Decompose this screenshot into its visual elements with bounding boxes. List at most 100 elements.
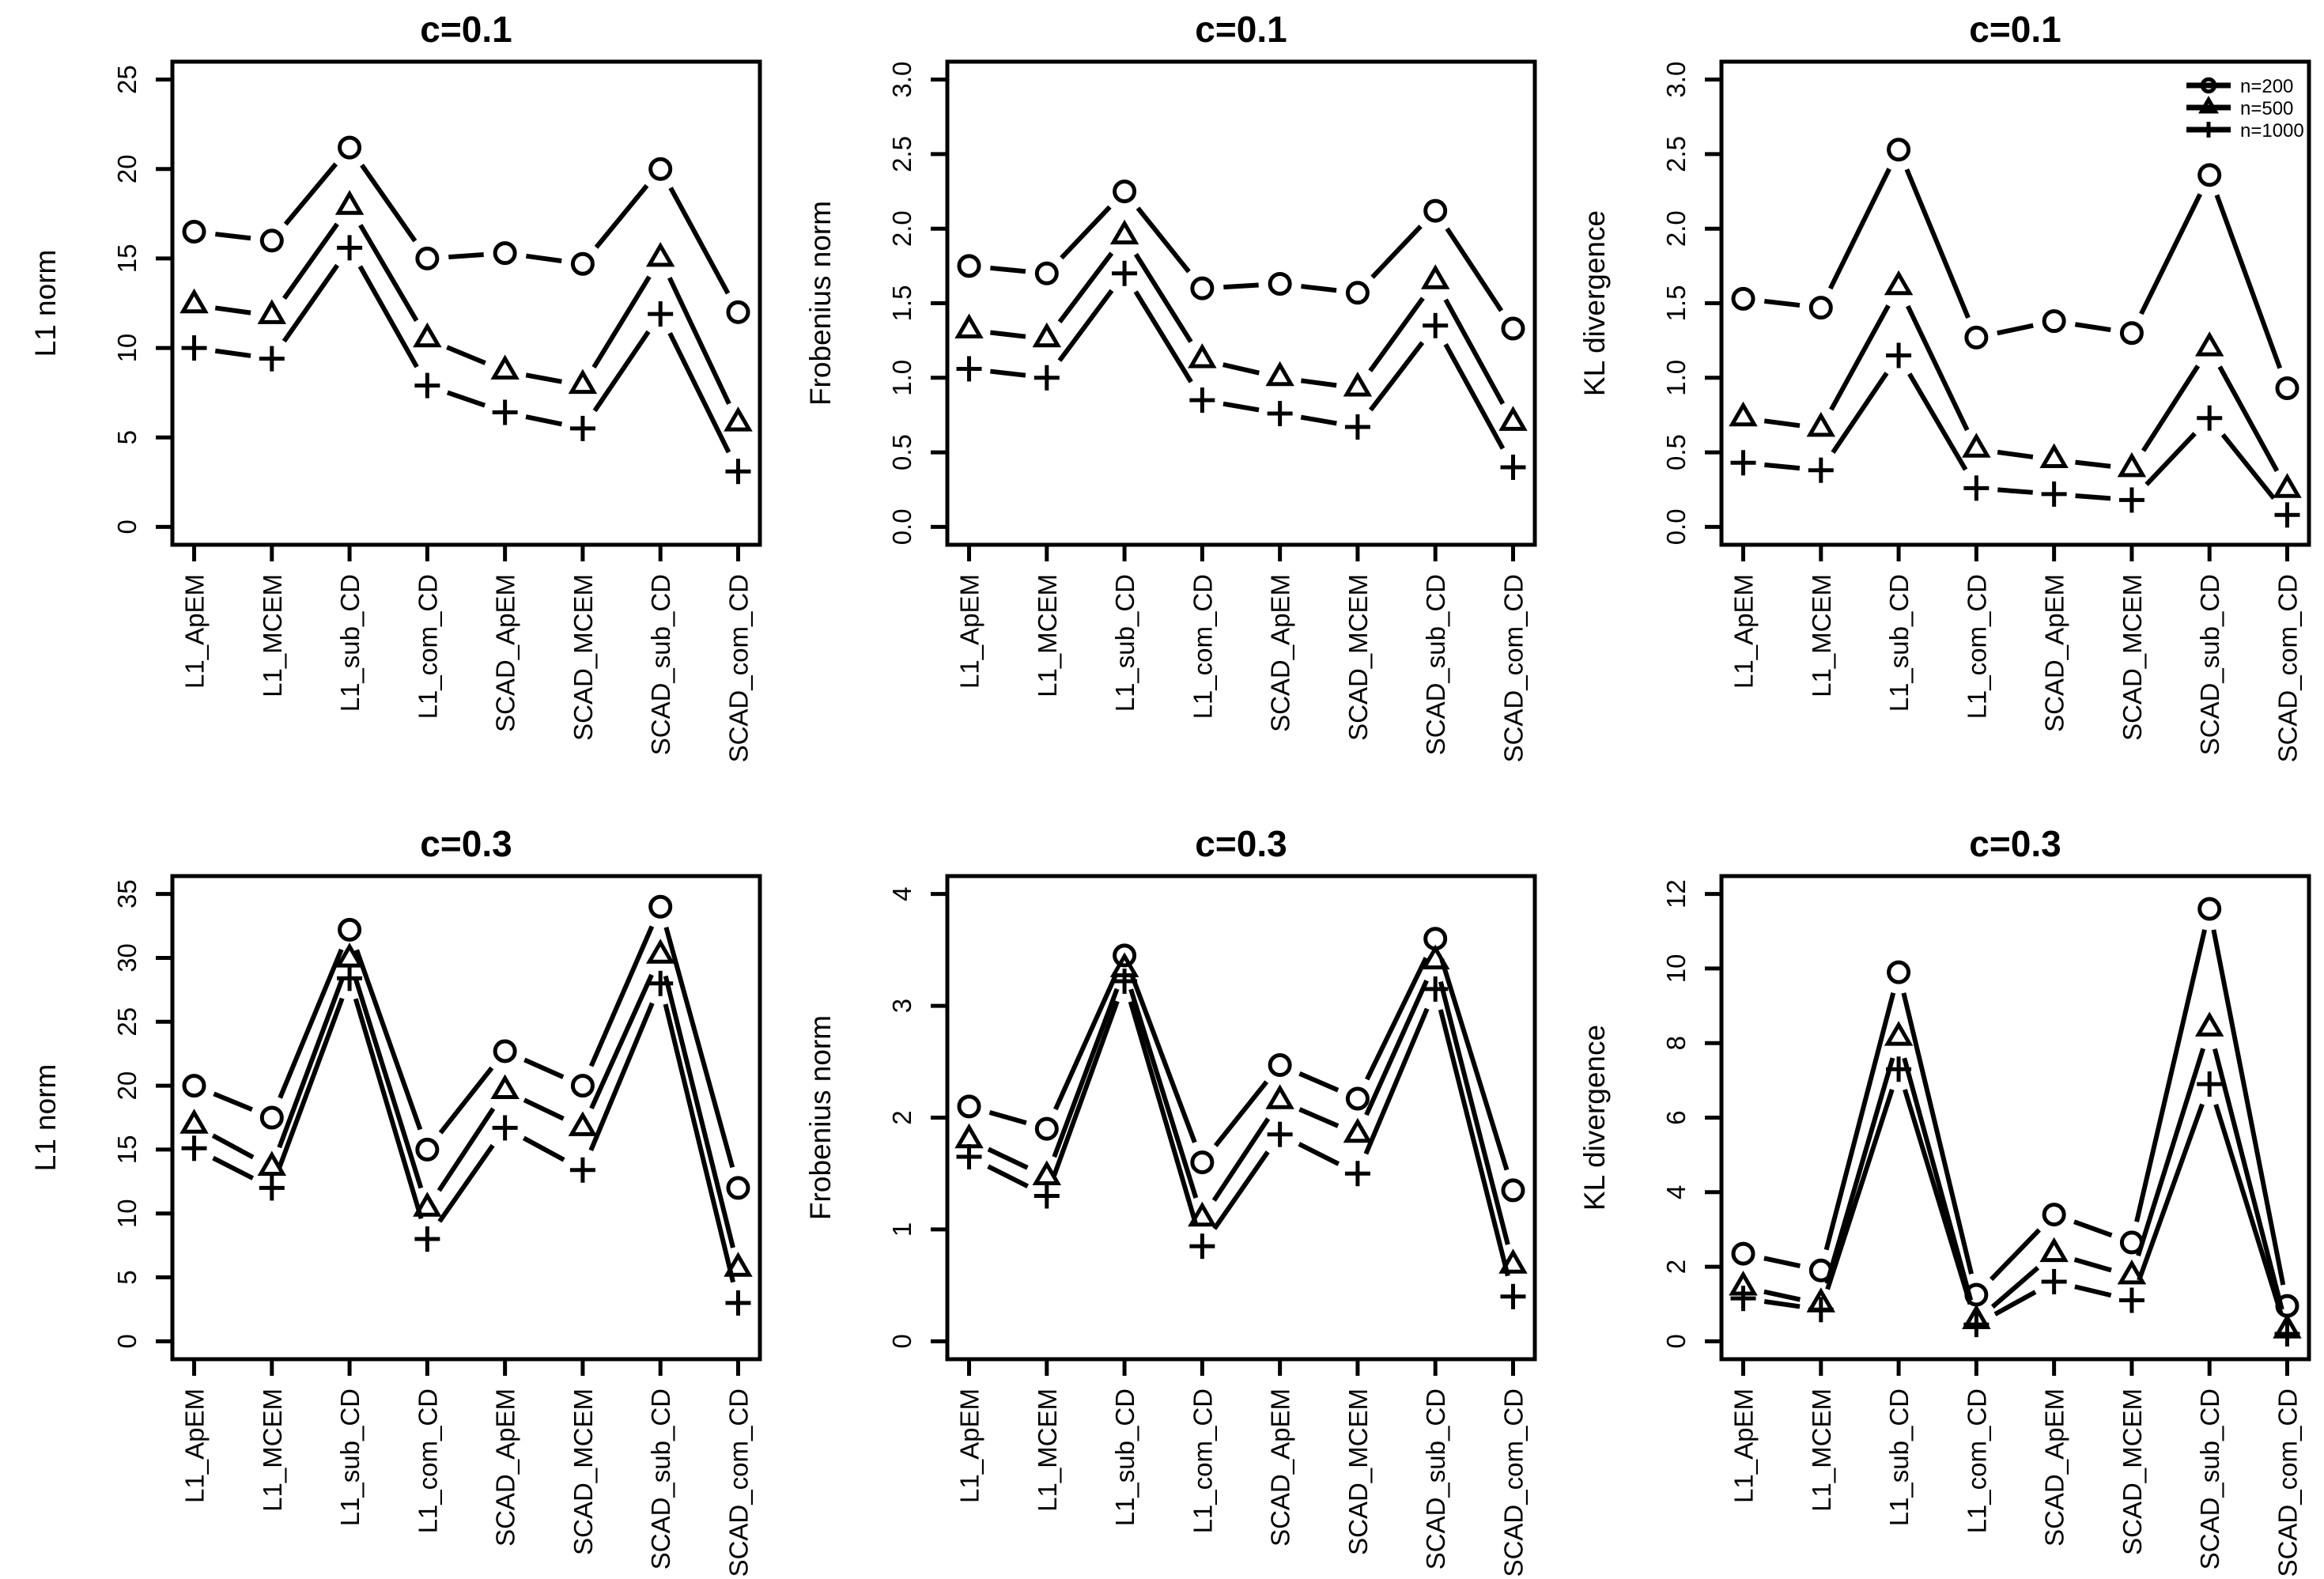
x-tick-label: SCAD_sub_CD [1421, 574, 1450, 755]
x-axis: L1_ApEM L1_MCEM L1_sub_CD L1_com_CD SCAD_ApE… [955, 1359, 1528, 1577]
series-n-200 [1731, 897, 2299, 1318]
series-segment [1997, 323, 2034, 336]
triangle-marker [334, 942, 365, 968]
series-n-1000 [1730, 1056, 2300, 1347]
series-segment [2214, 194, 2283, 369]
series-n-500 [954, 944, 1528, 1274]
x-tick-label: SCAD_sub_CD [1421, 1388, 1450, 1570]
legend-label: n=1000 [2240, 120, 2304, 142]
series-segment [1057, 251, 1114, 324]
x-tick-label: SCAD_com_CD [2273, 574, 2302, 762]
series-segment [1997, 449, 2034, 459]
triangle-marker [724, 1252, 753, 1277]
series-segment [277, 997, 345, 1169]
triangle-marker [2039, 1237, 2069, 1263]
series-segment [2134, 929, 2207, 1222]
x-tick-label: SCAD_MCEM [2118, 1388, 2147, 1555]
series-segment [1060, 205, 1112, 260]
circle-marker [1808, 296, 1833, 320]
series-segment [2075, 459, 2111, 469]
y-axis: 0 2 4 6 8 10 12 [1661, 879, 1721, 1349]
x-tick-label: L1_sub_CD [1884, 1388, 1914, 1526]
x-tick-label: L1_MCEM [1033, 1388, 1062, 1512]
series-segment [1831, 372, 1889, 455]
series-segment [1825, 1088, 1895, 1290]
series-segment [1133, 290, 1193, 383]
circle-marker [648, 157, 673, 181]
triangle-marker [490, 354, 520, 380]
series-segment [1763, 1289, 1801, 1302]
circle-marker [726, 300, 750, 324]
triangle-marker [1032, 1160, 1062, 1185]
circle-marker [1190, 1150, 1215, 1175]
circle-marker [1887, 960, 1911, 984]
series-segment [2074, 1284, 2112, 1298]
circle-marker [1190, 276, 1215, 300]
x-tick-label: SCAD_ApEM [491, 1388, 520, 1547]
triangle-marker [1498, 1248, 1528, 1274]
x-tick-label: SCAD_MCEM [2118, 574, 2147, 741]
series-n-1000 [956, 260, 1526, 480]
triangle-marker [1498, 406, 1528, 431]
x-tick-label: L1_com_CD [1962, 574, 1991, 719]
series-n-200 [1731, 138, 2299, 400]
y-axis-label: Frobenius norm [804, 201, 837, 406]
plot-box [170, 874, 762, 1362]
circle-marker [1345, 1086, 1370, 1111]
series-segment [2213, 1103, 2284, 1315]
x-tick-label: L1_sub_CD [335, 1388, 365, 1526]
circle-marker [1113, 179, 1137, 204]
series-segment [2073, 1219, 2113, 1238]
series-segment [446, 345, 486, 365]
series-segment [358, 224, 419, 322]
y-tick-label: 30 [112, 943, 142, 973]
series-segment [1763, 418, 1801, 429]
series-segment [2217, 365, 2280, 472]
series-n-1000 [181, 235, 751, 485]
x-tick-label: SCAD_sub_CD [646, 574, 675, 755]
circle-marker [957, 254, 981, 278]
triangle-marker [1343, 372, 1373, 397]
x-tick-label: SCAD_ApEM [1266, 574, 1295, 732]
x-tick-label: L1_MCEM [258, 1388, 287, 1512]
series-segment [1211, 1117, 1271, 1202]
y-tick-label: 35 [112, 879, 142, 908]
triangle-marker [1032, 322, 1062, 348]
x-tick-label: SCAD_sub_CD [2195, 574, 2224, 755]
x-tick-label: SCAD_com_CD [724, 1388, 753, 1577]
series-segment [1222, 401, 1260, 413]
x-tick-label: L1_MCEM [1807, 574, 1836, 697]
y-tick-label: 10 [1661, 954, 1691, 984]
triangle-marker [1420, 944, 1450, 969]
series-segment [667, 277, 731, 405]
triangle-marker [1343, 1117, 1373, 1143]
y-tick-label: 0 [887, 1334, 916, 1348]
triangle-marker [179, 288, 209, 314]
x-tick-label: SCAD_ApEM [491, 574, 520, 732]
series-segment [1298, 1107, 1340, 1128]
series-segment [1368, 341, 1425, 412]
triangle-marker [2198, 96, 2219, 114]
x-tick-label: L1_MCEM [1807, 1388, 1836, 1512]
circle-marker [1268, 271, 1292, 296]
y-axis: 0.0 0.5 1.0 1.5 2.0 2.5 3.0 [1661, 62, 1721, 545]
circle-marker [2197, 163, 2222, 187]
triangle-marker [2194, 1011, 2224, 1037]
x-tick-label: L1_sub_CD [1110, 1388, 1139, 1526]
series-n-1000 [181, 965, 751, 1316]
x-tick-label: L1_ApEM [1729, 1388, 1759, 1503]
series-segment [1828, 168, 1891, 290]
y-tick-label: 15 [112, 244, 142, 274]
series-segment [1445, 227, 1504, 312]
triangle-marker [645, 939, 675, 964]
series-segment [214, 348, 251, 358]
circle-marker [1113, 943, 1137, 968]
y-tick-label: 1.5 [1661, 285, 1691, 322]
panel-title: c=0.1 [1195, 9, 1287, 50]
circle-marker [1731, 286, 1755, 311]
y-tick-label: 2.0 [1661, 210, 1691, 247]
circle-marker [1268, 1053, 1292, 1078]
triangle-marker [1962, 433, 1991, 458]
circle-marker [570, 251, 595, 276]
